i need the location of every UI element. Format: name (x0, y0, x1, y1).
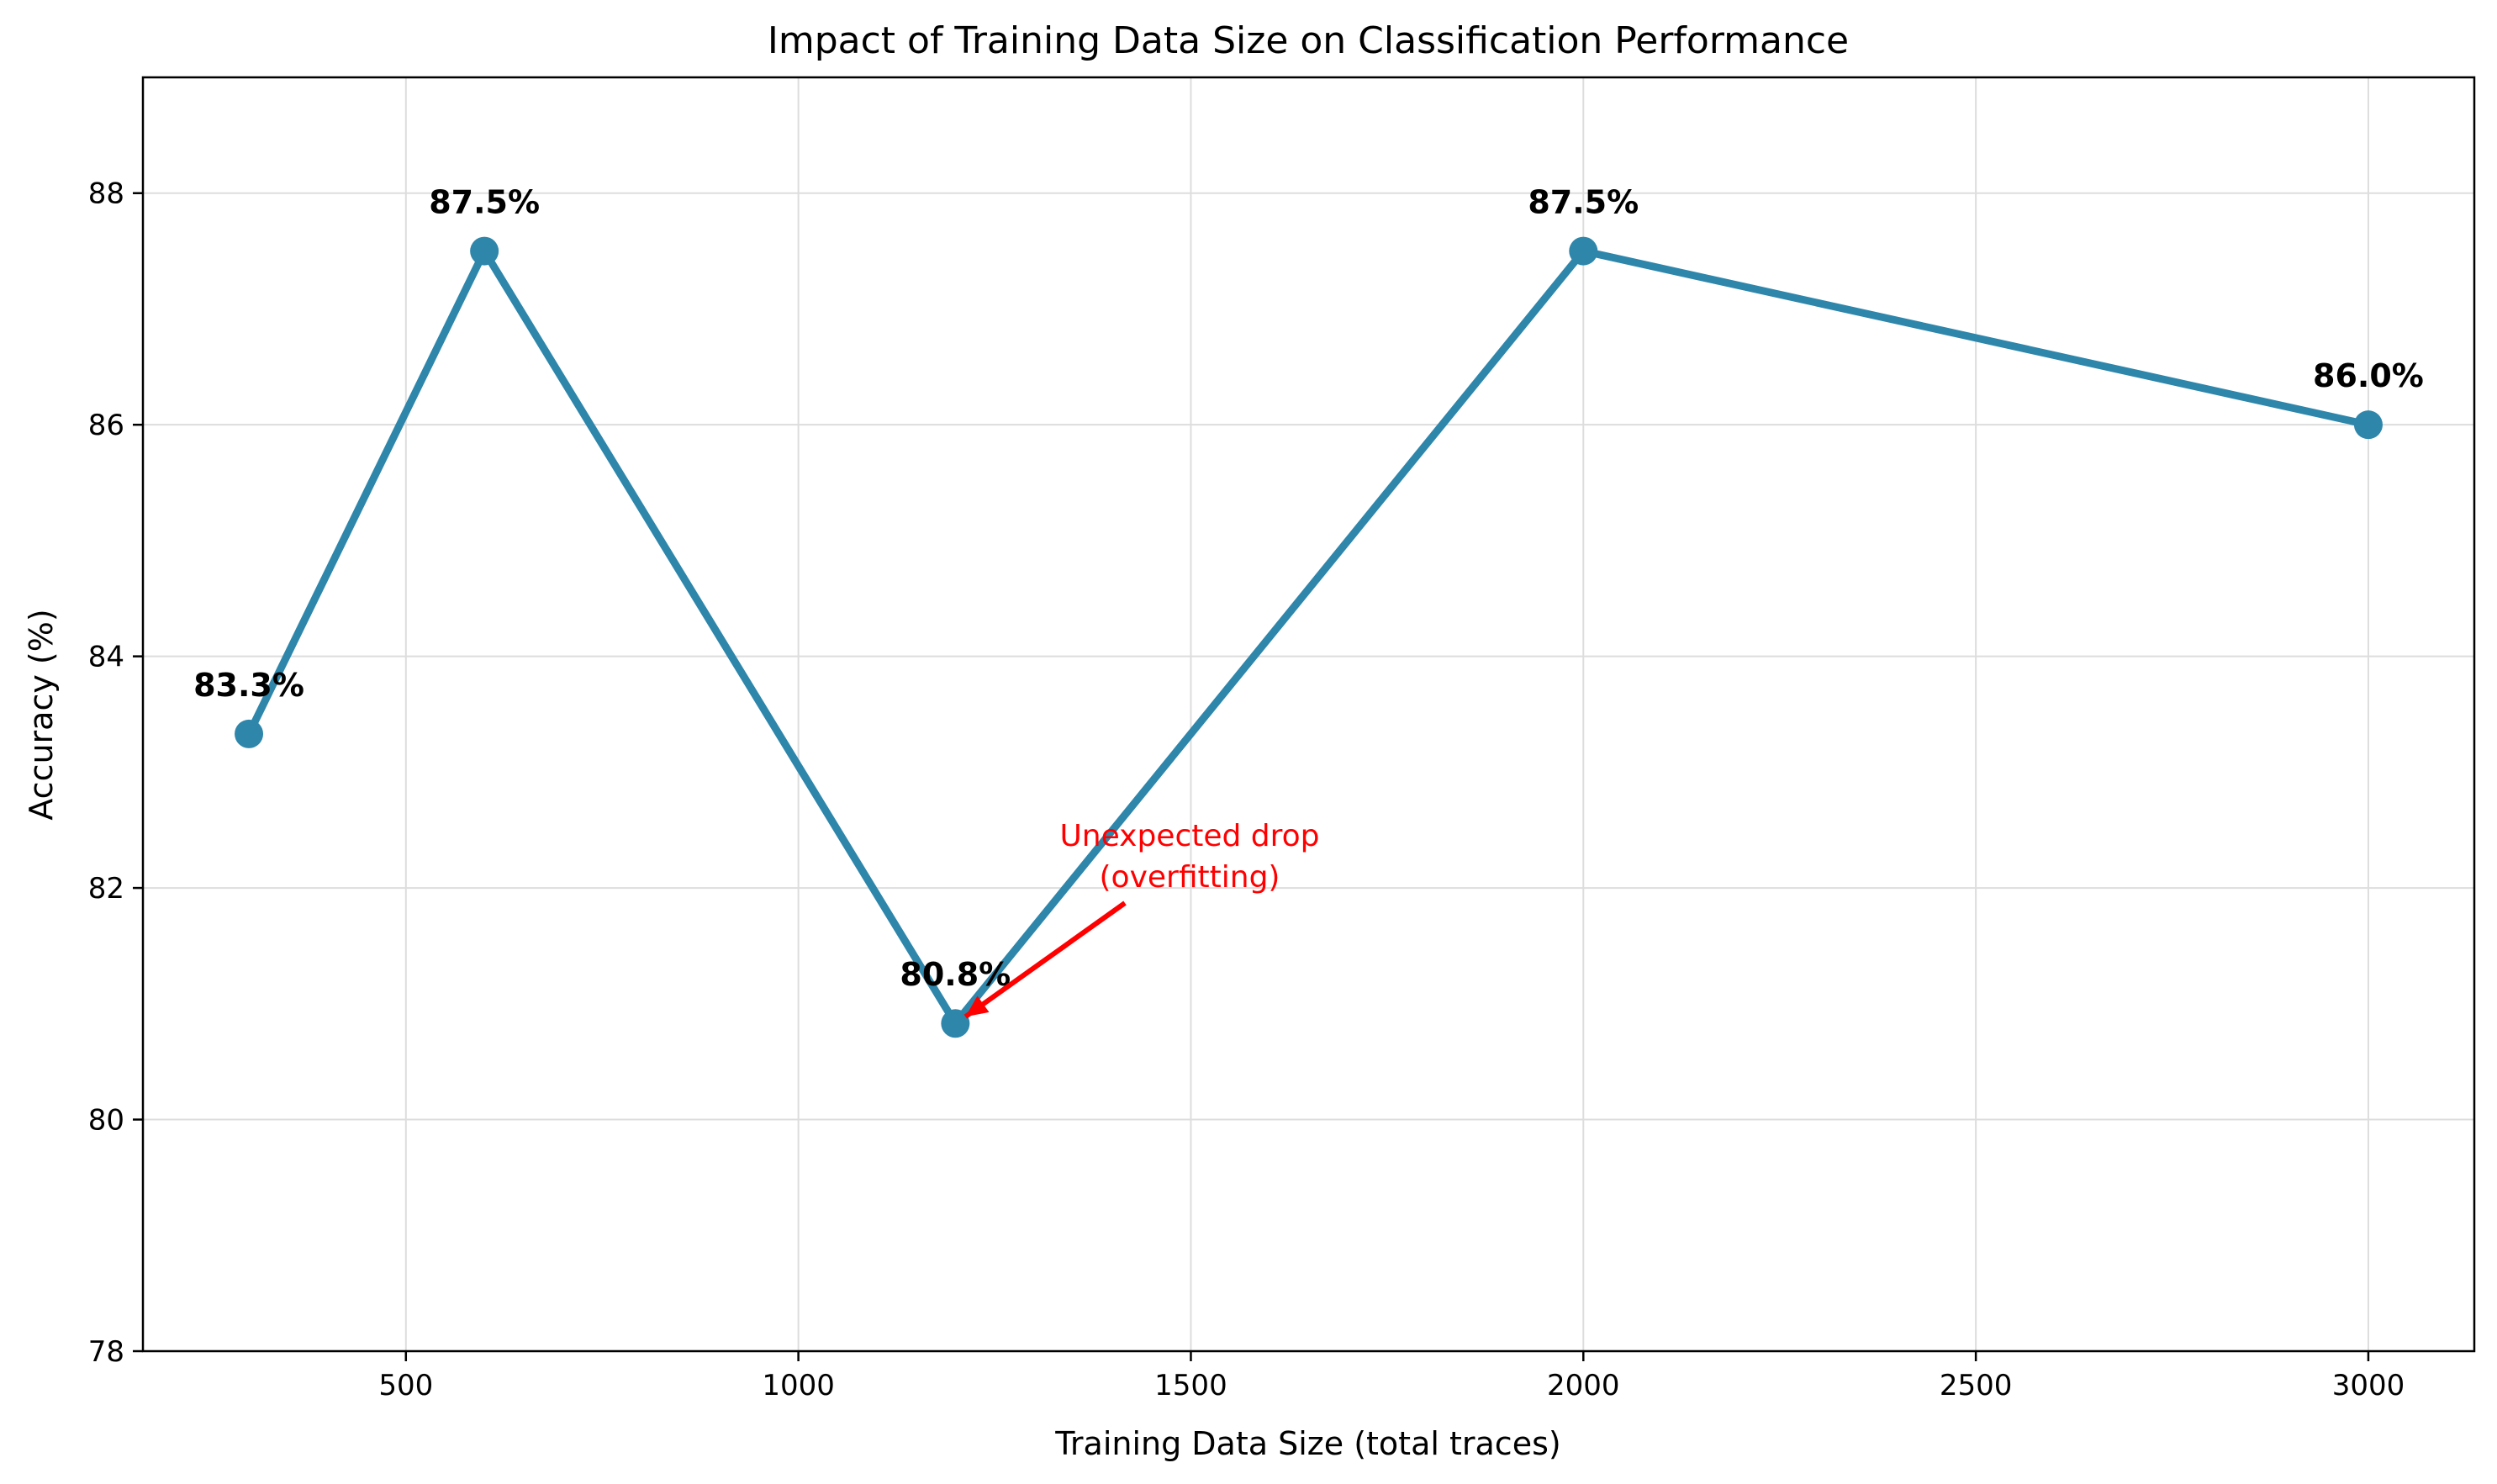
y-tick-label: 86 (88, 409, 124, 442)
y-axis-label: Accuracy (%) (23, 609, 60, 820)
data-label: 80.8% (900, 956, 1011, 993)
y-tick-label: 82 (88, 872, 124, 906)
y-tick-label: 80 (88, 1104, 124, 1138)
x-tick-label: 1000 (762, 1369, 835, 1402)
annotation-text-line: Unexpected drop (1059, 819, 1319, 853)
data-label: 87.5% (1528, 184, 1639, 221)
series-line (245, 247, 2373, 1027)
data-point (470, 236, 499, 266)
data-label: 86.0% (2313, 357, 2424, 394)
x-tick-label: 3000 (2332, 1369, 2405, 1402)
x-tick-label: 500 (378, 1369, 433, 1402)
series (235, 236, 2383, 1038)
axis-ticks: 500 1000 1500 2000 2500 3000 78 80 82 84 86 88 (88, 177, 2405, 1402)
data-point (1569, 236, 1598, 266)
x-tick-label: 2000 (1547, 1369, 1620, 1402)
data-point (941, 1009, 970, 1038)
data-label: 83.3% (193, 667, 304, 704)
x-tick-label: 2500 (1940, 1369, 2013, 1402)
y-tick-label: 78 (88, 1335, 124, 1369)
chart-title: Impact of Training Data Size on Classifi… (768, 19, 1849, 62)
data-labels: 83.3% 87.5% 80.8% 87.5% 86.0% (193, 184, 2424, 994)
annotation-text-line: (overfitting) (1100, 860, 1280, 895)
annotation-arrow-shaft (963, 900, 1127, 1019)
y-tick-label: 88 (88, 177, 124, 211)
plot-area-frame (141, 76, 2476, 1353)
x-axis-label: Training Data Size (total traces) (1054, 1425, 1560, 1462)
annotation: Unexpected drop (overfitting) (963, 819, 1320, 1019)
annotation-arrow-head (965, 995, 990, 1017)
x-tick-label: 1500 (1154, 1369, 1227, 1402)
data-point (2353, 410, 2383, 440)
data-label: 87.5% (429, 184, 540, 221)
y-tick-label: 84 (88, 641, 124, 674)
data-point (235, 719, 264, 748)
